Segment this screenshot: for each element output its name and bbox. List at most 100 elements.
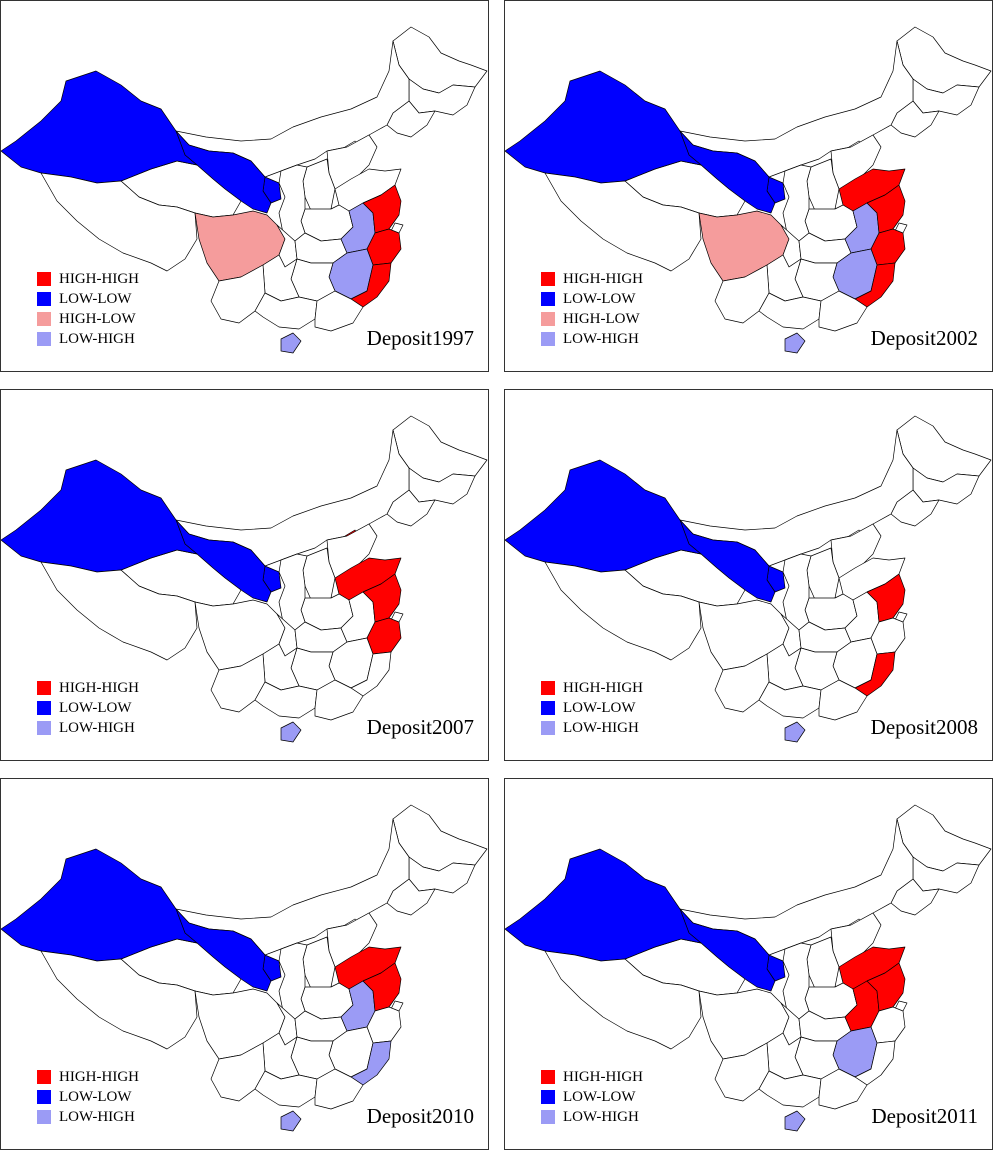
province-hainan: [784, 332, 806, 354]
legend: HIGH-HIGH LOW-LOW LOW-HIGH: [37, 1067, 139, 1127]
map-panel: HIGH-HIGH LOW-LOW LOW-HIGH Deposit2011: [504, 778, 993, 1150]
china-province-map: [1, 26, 488, 354]
legend: HIGH-HIGH LOW-LOW LOW-HIGH: [541, 678, 643, 738]
province-guangdong: [314, 290, 364, 332]
china-province-map: [1, 804, 488, 1132]
legend-label: LOW-HIGH: [563, 1108, 639, 1125]
legend-item: HIGH-HIGH: [37, 269, 139, 289]
china-province-map: [1, 415, 488, 743]
province-jiangsu: [362, 962, 402, 1012]
province-fujian: [854, 1040, 896, 1086]
legend-label: LOW-HIGH: [59, 719, 135, 736]
panel-title: Deposit2010: [366, 1104, 474, 1128]
legend-item: HIGH-LOW: [541, 309, 643, 329]
province-guangdong: [818, 290, 868, 332]
legend-swatch: [541, 1070, 555, 1084]
china-province-map: [505, 26, 992, 354]
legend-item: HIGH-HIGH: [37, 1067, 139, 1087]
legend: HIGH-HIGH LOW-LOW LOW-HIGH: [37, 678, 139, 738]
panel-title: Deposit2007: [366, 715, 474, 739]
province-jiangsu: [362, 573, 402, 623]
legend-item: LOW-HIGH: [37, 1107, 139, 1127]
legend-label: HIGH-HIGH: [59, 1068, 139, 1085]
province-fujian: [350, 1040, 392, 1086]
legend-item: HIGH-HIGH: [541, 1067, 643, 1087]
legend-swatch: [37, 332, 51, 346]
province-hainan: [280, 332, 302, 354]
province-guangxi: [758, 292, 822, 330]
legend-item: LOW-HIGH: [541, 329, 643, 349]
legend-item: LOW-HIGH: [541, 718, 643, 738]
province-guangxi: [758, 1070, 822, 1108]
province-hainan: [784, 1110, 806, 1132]
panel-title: Deposit2011: [871, 1104, 978, 1128]
legend-swatch: [541, 312, 555, 326]
province-guangxi: [254, 292, 318, 330]
legend-label: LOW-LOW: [59, 290, 132, 307]
legend: HIGH-HIGH LOW-LOW LOW-HIGH: [541, 1067, 643, 1127]
province-hainan: [784, 721, 806, 743]
province-guangxi: [254, 681, 318, 719]
legend-swatch: [541, 701, 555, 715]
legend-label: HIGH-HIGH: [563, 270, 643, 287]
panel-title: Deposit2008: [870, 715, 978, 739]
legend-item: LOW-HIGH: [541, 1107, 643, 1127]
legend-swatch: [541, 332, 555, 346]
legend-swatch: [37, 1070, 51, 1084]
province-liaoning: [386, 878, 436, 916]
legend-label: LOW-HIGH: [563, 330, 639, 347]
panel-title: Deposit2002: [870, 326, 978, 350]
province-hainan: [280, 721, 302, 743]
china-province-map: [505, 804, 992, 1132]
province-xizang: [40, 172, 198, 272]
legend-label: HIGH-HIGH: [59, 679, 139, 696]
legend-item: LOW-HIGH: [37, 329, 139, 349]
china-province-map: [505, 415, 992, 743]
legend-label: LOW-LOW: [563, 699, 636, 716]
panel-title: Deposit1997: [366, 326, 474, 350]
legend-item: HIGH-HIGH: [541, 269, 643, 289]
map-panel: HIGH-HIGH LOW-LOW HIGH-LOW LOW-HIGH Deposit2…: [504, 0, 993, 372]
province-xizang: [544, 561, 702, 661]
legend-item: LOW-LOW: [541, 289, 643, 309]
province-liaoning: [386, 100, 436, 138]
legend: HIGH-HIGH LOW-LOW HIGH-LOW LOW-HIGH: [37, 269, 139, 349]
map-panel: HIGH-HIGH LOW-LOW LOW-HIGH Deposit2008: [504, 389, 993, 761]
legend-item: HIGH-HIGH: [37, 678, 139, 698]
legend-label: HIGH-LOW: [563, 310, 640, 327]
legend-label: HIGH-LOW: [59, 310, 136, 327]
province-fujian: [854, 651, 896, 697]
legend-label: HIGH-HIGH: [563, 679, 643, 696]
legend-item: HIGH-LOW: [37, 309, 139, 329]
province-xizang: [40, 561, 198, 661]
legend-item: HIGH-HIGH: [541, 678, 643, 698]
legend-swatch: [37, 701, 51, 715]
province-jiangsu: [866, 573, 906, 623]
legend-swatch: [541, 272, 555, 286]
province-guangxi: [254, 1070, 318, 1108]
province-guangdong: [818, 679, 868, 721]
legend-swatch: [37, 1090, 51, 1104]
province-shaanxi: [278, 164, 308, 242]
map-panel: HIGH-HIGH LOW-LOW LOW-HIGH Deposit2010: [0, 778, 489, 1150]
province-xizang: [40, 950, 198, 1050]
legend-swatch: [37, 721, 51, 735]
legend-item: LOW-LOW: [541, 1087, 643, 1107]
province-shaanxi: [782, 553, 812, 631]
province-jiangsu: [866, 962, 906, 1012]
legend-label: LOW-LOW: [563, 290, 636, 307]
legend-item: LOW-HIGH: [37, 718, 139, 738]
legend-swatch: [37, 1110, 51, 1124]
legend: HIGH-HIGH LOW-LOW HIGH-LOW LOW-HIGH: [541, 269, 643, 349]
legend-swatch: [541, 292, 555, 306]
province-shaanxi: [782, 164, 812, 242]
province-liaoning: [386, 489, 436, 527]
map-panel: HIGH-HIGH LOW-LOW LOW-HIGH Deposit2007: [0, 389, 489, 761]
province-xizang: [544, 172, 702, 272]
legend-label: HIGH-HIGH: [563, 1068, 643, 1085]
province-liaoning: [890, 100, 940, 138]
province-shaanxi: [782, 942, 812, 1020]
legend-swatch: [541, 1090, 555, 1104]
legend-label: LOW-HIGH: [563, 719, 639, 736]
